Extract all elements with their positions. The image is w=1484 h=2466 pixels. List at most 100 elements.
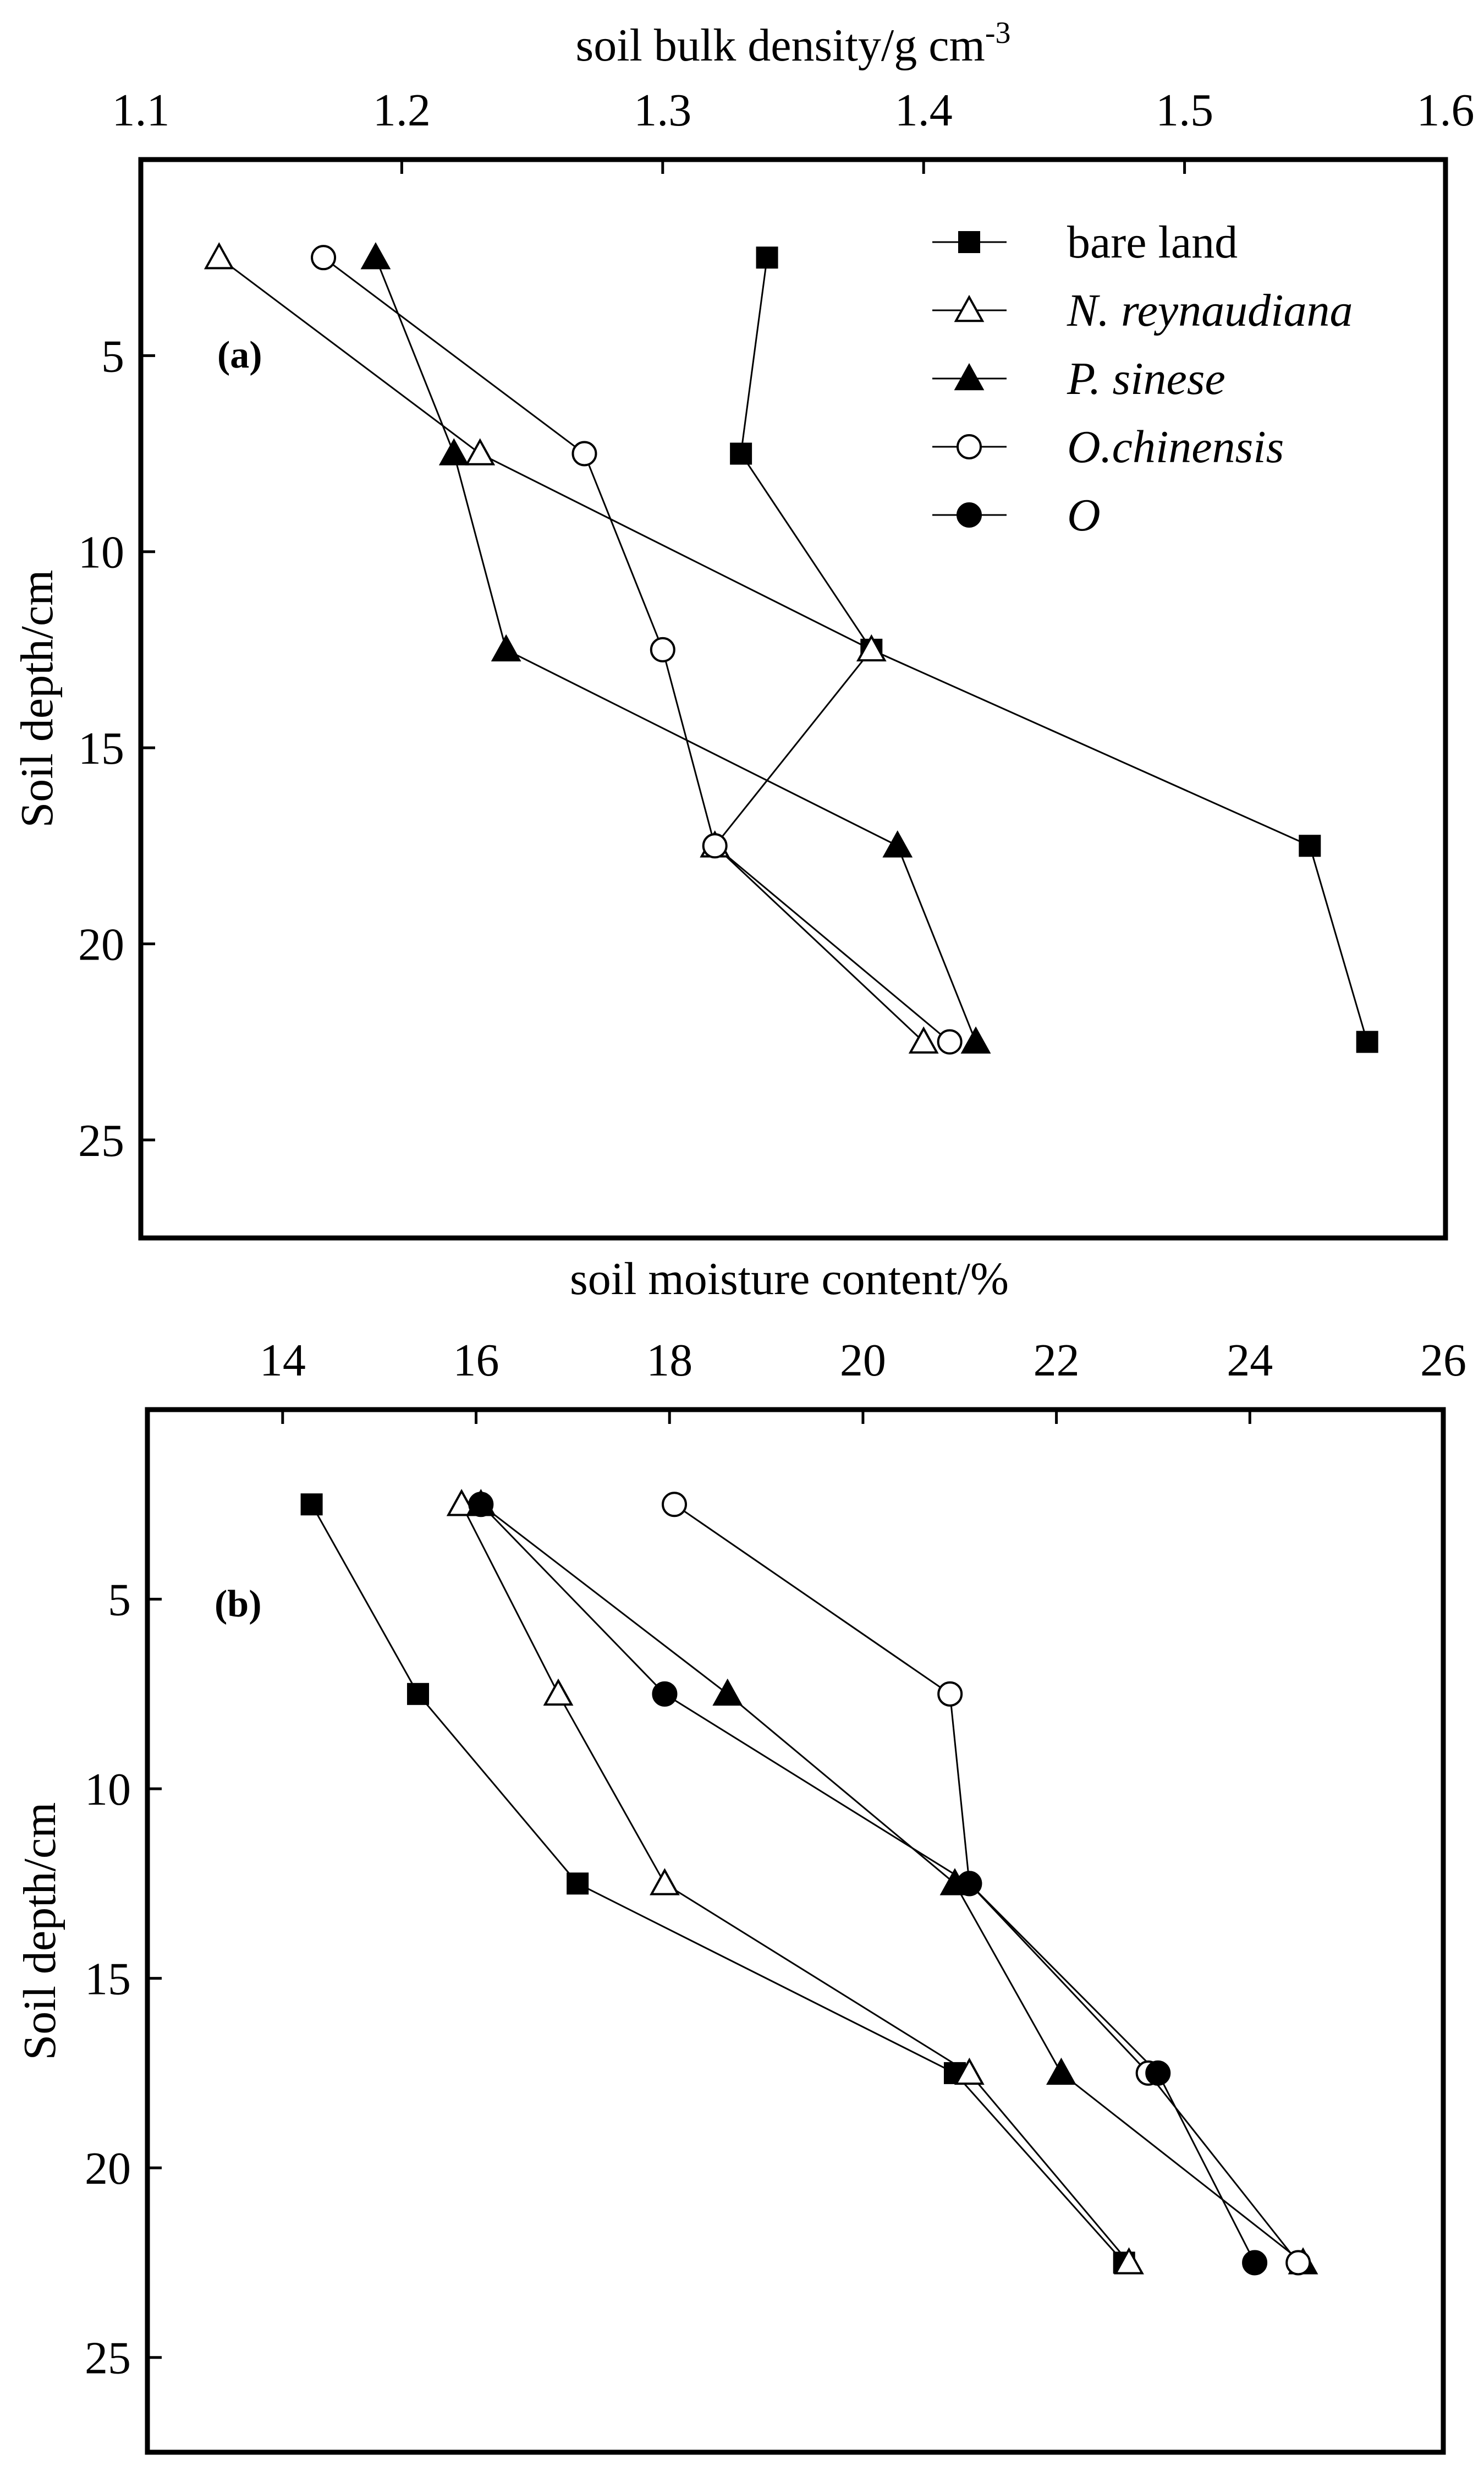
- x-tick-label: 1.4: [895, 85, 953, 136]
- data-point-series-1: [543, 1678, 574, 1706]
- series-line-2: [375, 257, 977, 1043]
- data-point-series-1: [446, 1489, 477, 1516]
- x-tick-label: 24: [1227, 1335, 1273, 1386]
- data-point-series-3: [650, 637, 675, 662]
- y-tick-label: 25: [85, 2333, 131, 2384]
- data-point-series-2: [491, 634, 521, 662]
- data-point-series-0: [1356, 1031, 1378, 1053]
- legend: bare land N. reynaudiana P. sinese O.chinen…: [932, 217, 1353, 541]
- x-tick-label: 1.1: [112, 85, 170, 136]
- data-point-series-0: [730, 442, 752, 465]
- data-point-series-4: [652, 1681, 678, 1707]
- data-point-series-3: [662, 1492, 688, 1517]
- y-tick-label: 10: [78, 527, 124, 578]
- legend-item: bare land: [932, 217, 1238, 268]
- legend-marker: [954, 294, 985, 322]
- panel-a-x-ticks: 1.1 1.2 1.3 1.4 1.5 1.6: [112, 85, 1475, 174]
- legend-marker: [957, 434, 982, 459]
- data-point-series-2: [712, 1678, 743, 1706]
- legend-label: P. sinese: [1067, 353, 1225, 404]
- data-point-series-0: [756, 246, 778, 269]
- y-tick-label: 15: [85, 1954, 131, 2005]
- data-point-series-0: [1299, 835, 1321, 857]
- panel-b-x-ticks: 14 16 18 20 22 24 26: [260, 1335, 1466, 1424]
- legend-marker: [958, 231, 980, 253]
- data-point-series-4: [468, 1492, 494, 1517]
- x-tick-label: 22: [1034, 1335, 1080, 1386]
- legend-label: O.chinensis: [1067, 421, 1284, 473]
- legend-item: O: [932, 490, 1101, 541]
- y-tick-label: 5: [108, 1575, 131, 1626]
- legend-marker: [954, 363, 985, 391]
- data-point-series-3: [937, 1029, 963, 1055]
- x-tick-label: 1.3: [634, 85, 691, 136]
- data-point-series-3: [937, 1681, 963, 1707]
- legend-item: O.chinensis: [932, 421, 1284, 473]
- series-line-1: [460, 1504, 1130, 2264]
- data-point-series-2: [1046, 2057, 1076, 2085]
- data-point-series-1: [1114, 2247, 1144, 2275]
- data-point-series-4: [1242, 2250, 1268, 2276]
- legend-label: bare land: [1067, 217, 1238, 268]
- panel-a-label: (a): [217, 334, 262, 376]
- data-point-series-1: [650, 1868, 680, 1895]
- data-point-series-3: [311, 245, 337, 271]
- y-tick-label: 15: [78, 723, 124, 774]
- panel-a-plot-frame: [138, 157, 1448, 1241]
- data-point-series-0: [407, 1683, 430, 1705]
- x-tick-label: 18: [646, 1335, 692, 1386]
- legend-label: N. reynaudiana: [1067, 285, 1353, 336]
- series-line-3: [674, 1504, 1299, 2264]
- panel-a-y-axis-title: Soil depth/cm: [12, 570, 63, 828]
- data-point-series-3: [702, 833, 728, 859]
- data-point-series-1: [954, 2057, 985, 2085]
- data-point-series-4: [957, 1871, 982, 1897]
- data-point-series-2: [882, 830, 913, 858]
- x-tick-label: 1.5: [1156, 85, 1213, 136]
- y-tick-label: 20: [78, 919, 124, 970]
- x-tick-label: 14: [260, 1335, 306, 1386]
- series-line-3: [323, 256, 950, 1043]
- data-point-series-0: [567, 1872, 589, 1895]
- series-line-2: [480, 1504, 1304, 2264]
- legend-item: P. sinese: [932, 353, 1225, 404]
- series-line-0: [311, 1504, 1125, 2264]
- data-point-series-3: [1285, 2250, 1311, 2276]
- x-tick-label: 1.2: [373, 85, 431, 136]
- y-tick-label: 10: [85, 1764, 131, 1815]
- panel-b-x-axis-title: soil moisture content/%: [570, 1253, 1009, 1305]
- panel-a-series: [204, 242, 1378, 1055]
- legend-item: N. reynaudiana: [932, 285, 1353, 336]
- x-tick-label: 16: [453, 1335, 499, 1386]
- x-tick-label: 20: [840, 1335, 886, 1386]
- data-point-series-1: [204, 242, 234, 270]
- data-point-series-1: [908, 1026, 939, 1054]
- panel-b-series: [300, 1489, 1318, 2276]
- data-point-series-1: [856, 634, 887, 662]
- y-tick-label: 25: [78, 1115, 124, 1166]
- panel-b-plot-frame: [145, 1407, 1446, 2455]
- x-tick-label: 26: [1420, 1335, 1466, 1386]
- data-point-series-1: [465, 438, 496, 465]
- legend-marker: [957, 502, 982, 528]
- data-point-series-4: [1145, 2060, 1171, 2086]
- y-tick-label: 20: [85, 2143, 131, 2194]
- data-point-series-2: [960, 1026, 991, 1054]
- panel-b-y-axis-title: Soil depth/cm: [14, 1802, 65, 2061]
- panel-a-x-axis-title: soil bulk density/g cm-3: [576, 16, 1011, 71]
- series-line-0: [740, 257, 1368, 1043]
- panel-b-y-ticks: 5 10 15 20 25: [85, 1575, 162, 2384]
- legend-label: O: [1067, 490, 1101, 541]
- data-point-series-2: [438, 438, 469, 465]
- data-point-series-0: [300, 1493, 323, 1516]
- series-line-1: [218, 256, 925, 1043]
- panel-b-label: (b): [215, 1583, 262, 1625]
- x-tick-label: 1.6: [1417, 85, 1475, 136]
- data-point-series-2: [360, 242, 391, 270]
- panel-a: soil bulk density/g cm-3 Soil depth/cm (…: [12, 16, 1475, 1241]
- panel-b: soil moisture content/% Soil depth/cm (b…: [14, 1253, 1466, 2455]
- panel-a-y-ticks: 5 10 15 20 25: [78, 331, 155, 1166]
- series-line-4: [480, 1504, 1256, 2264]
- y-tick-label: 5: [101, 331, 124, 382]
